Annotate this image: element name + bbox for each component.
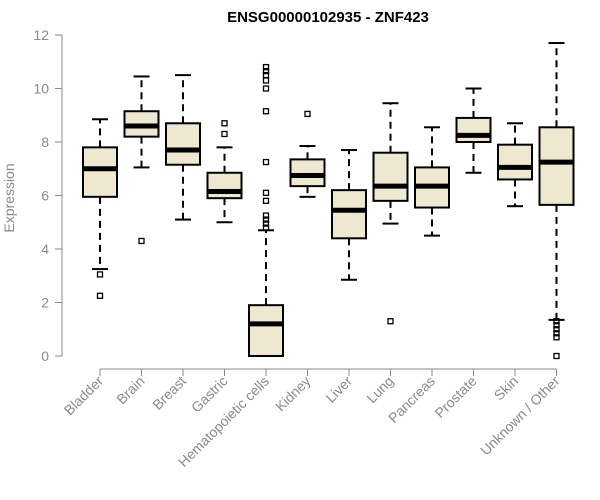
y-tick-label: 8 <box>41 134 49 150</box>
outlier-point <box>262 189 270 196</box>
outlier-point <box>262 63 270 71</box>
outlier-point <box>553 334 560 341</box>
iqr-box <box>538 126 575 206</box>
x-tick-label: Liver <box>322 373 355 406</box>
box-group <box>289 110 326 198</box>
outlier-point <box>262 220 270 227</box>
iqr-box <box>165 122 201 166</box>
iqr-box <box>248 304 284 357</box>
y-tick-label: 2 <box>41 295 49 311</box>
x-tick-label: Lung <box>363 373 396 406</box>
outlier-point <box>262 67 270 75</box>
outlier-point <box>262 224 270 231</box>
x-tick-label: Breast <box>149 373 189 413</box>
x-tick-label: Skin <box>491 373 522 404</box>
iqr-box <box>331 189 367 240</box>
y-tick-label: 6 <box>41 188 49 204</box>
x-tick-label: Kidney <box>272 373 314 415</box>
iqr-box <box>372 151 409 202</box>
outlier-point <box>553 352 560 360</box>
box-group <box>248 63 284 357</box>
outlier-point <box>262 216 270 223</box>
box-group <box>123 75 160 245</box>
outlier-point <box>96 271 104 278</box>
outlier-point <box>262 85 270 92</box>
y-tick-label: 12 <box>33 27 49 43</box>
box-group <box>206 120 243 224</box>
x-tick-label: Bladder <box>61 373 107 419</box>
chart-title: ENSG00000102935 - ZNF423 <box>227 9 429 26</box>
outlier-point <box>221 130 228 138</box>
box-group <box>538 42 575 360</box>
iqr-box <box>82 146 118 198</box>
outlier-point <box>138 237 145 245</box>
outlier-point <box>387 318 394 325</box>
outlier-point <box>262 212 270 219</box>
outlier-point <box>553 330 560 337</box>
box-group <box>455 87 492 174</box>
iqr-box <box>455 116 492 144</box>
y-tick-label: 4 <box>41 241 49 257</box>
outlier-point <box>221 120 228 127</box>
iqr-box <box>206 171 243 200</box>
x-tick-label: Prostate <box>431 373 479 421</box>
outlier-point <box>262 108 270 115</box>
outlier-point <box>96 292 104 299</box>
axes: 0 2 4 6 8 10 12 <box>33 27 557 370</box>
outlier-point <box>262 158 270 166</box>
x-tick-label: Brain <box>113 373 147 407</box>
outlier-point <box>553 322 560 329</box>
outlier-point <box>553 318 560 325</box>
box-group <box>497 122 533 208</box>
y-axis-label: Expression <box>1 163 17 232</box>
iqr-box <box>289 158 326 188</box>
iqr-box <box>497 143 533 181</box>
outlier-point <box>304 110 311 118</box>
box-group <box>414 126 450 237</box>
box-group <box>82 118 118 299</box>
outlier-point <box>553 326 560 333</box>
boxes <box>82 42 575 360</box>
y-tick-label: 10 <box>33 81 49 97</box>
box-group <box>165 74 201 221</box>
outlier-point <box>262 197 270 205</box>
outlier-point <box>262 71 270 79</box>
y-tick-label: 0 <box>41 348 49 364</box>
box-group <box>372 102 409 325</box>
x-tick-label: Unknown / Other <box>477 373 563 459</box>
outlier-point <box>262 77 270 84</box>
box-group <box>331 149 367 281</box>
